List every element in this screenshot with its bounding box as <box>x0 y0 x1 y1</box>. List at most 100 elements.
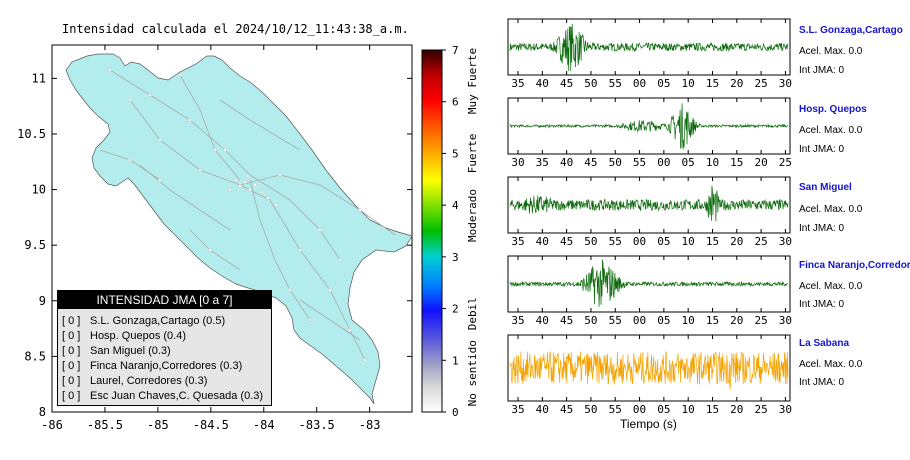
waveform-tick-label: 40 <box>536 314 549 327</box>
colorbar-gradient <box>421 49 443 413</box>
time-axis-label: Tiempo (s) <box>620 417 677 431</box>
waveform-panels: 35 40 45 50 55 00 05 10 15 20 25 30 30 35 40 45 50 55 00 05… <box>507 18 792 416</box>
map-y-tick-label: 10 <box>32 183 46 197</box>
waveform-tick-label: 30 <box>779 314 792 327</box>
station-jma: Int JMA: 0 <box>799 223 845 234</box>
colorbar-category-label: No sentido <box>466 340 479 406</box>
waveform-tick-label: 50 <box>584 77 597 90</box>
map-y-tick-label: 9.5 <box>24 238 46 252</box>
colorbar-tick-label: 1 <box>452 354 459 367</box>
map-y-tick-label: 8.5 <box>24 349 46 363</box>
waveform-tick-label: 20 <box>730 314 743 327</box>
map-y-tick-label: 11 <box>32 71 46 85</box>
station-acel: Acel. Max. 0.0 <box>799 281 863 292</box>
waveform-tick-label: 30 <box>779 403 792 416</box>
waveform-tick-label: 30 <box>779 77 792 90</box>
legend-rows: [ 0 ] S.L. Gonzaga,Cartago (0.5) [ 0 ] Hos… <box>58 309 271 404</box>
legend-level: [ 0 ] <box>62 390 81 402</box>
colorbar-category-label: Fuerte <box>466 134 479 174</box>
waveform-tick-label: 30 <box>511 156 524 169</box>
waveform-tick-label: 20 <box>730 235 743 248</box>
waveform-tick-label: 45 <box>584 156 597 169</box>
map-y-tick-label: 8 <box>39 405 46 419</box>
waveform-tick-label: 25 <box>754 403 767 416</box>
waveform-tick-label: 45 <box>560 314 573 327</box>
legend-row: [ 0 ] Finca Naranjo,Corredores (0.3) <box>62 359 267 374</box>
waveform-tick-label: 50 <box>584 235 597 248</box>
map-marker <box>108 68 112 72</box>
waveform-tick-label: 00 <box>633 403 646 416</box>
map-x-tick-label: -86 <box>41 418 63 432</box>
waveform-tick-label: 20 <box>730 77 743 90</box>
map-x-tick-label: -83.5 <box>299 418 335 432</box>
legend-text: Finca Naranjo,Corredores (0.3) <box>90 360 243 372</box>
station-jma: Int JMA: 0 <box>799 65 845 76</box>
waveform-panel: 30 35 40 45 50 55 00 05 10 15 20 25 <box>507 97 792 169</box>
legend-level: [ 0 ] <box>62 330 81 342</box>
colorbar-tick-label: 3 <box>452 251 459 264</box>
legend-text: Hosp. Quepos (0.4) <box>90 330 186 342</box>
waveform-tick-label: 45 <box>560 403 573 416</box>
waveform-tick-label: 15 <box>706 77 719 90</box>
station-jma: Int JMA: 0 <box>799 299 845 310</box>
map-marker <box>158 138 162 142</box>
station-jma: Int JMA: 0 <box>799 144 845 155</box>
waveform-tick-label: 55 <box>609 77 622 90</box>
waveform-tick-label: 35 <box>536 156 549 169</box>
waveform-trace <box>509 351 789 390</box>
waveform-trace <box>509 103 789 150</box>
waveform-tick-label: 10 <box>682 77 695 90</box>
waveform-trace <box>509 23 789 72</box>
waveform-tick-label: 35 <box>511 403 524 416</box>
map-x-tick-label: -83 <box>359 418 381 432</box>
map-marker <box>298 248 302 252</box>
waveform-tick-label: 50 <box>609 156 622 169</box>
waveform-tick-label: 00 <box>633 314 646 327</box>
map-marker <box>274 203 278 207</box>
colorbar-category-label: Debil <box>466 297 479 330</box>
legend-text: Laurel, Corredores (0.3) <box>90 375 208 387</box>
waveform-tick-label: 05 <box>657 403 670 416</box>
costa-rica-land <box>65 53 413 405</box>
colorbar-tick-label: 4 <box>452 199 459 212</box>
waveform-tick-label: 05 <box>682 156 695 169</box>
waveform-tick-label: 55 <box>609 403 622 416</box>
station-name: Finca Naranjo,Corredores <box>799 260 910 271</box>
waveform-tick-label: 25 <box>754 314 767 327</box>
map-marker <box>223 148 227 152</box>
waveform-tick-label: 00 <box>633 77 646 90</box>
map-marker <box>213 148 217 152</box>
waveform-frame <box>507 334 791 402</box>
waveform-tick-label: 40 <box>536 235 549 248</box>
legend-text: San Miguel (0.3) <box>90 345 171 357</box>
waveform-tick-label: 10 <box>682 235 695 248</box>
waveform-trace <box>509 185 789 222</box>
waveform-tick-label: 45 <box>560 235 573 248</box>
map-marker <box>243 180 247 184</box>
legend-row: [ 0 ] Laurel, Corredores (0.3) <box>62 374 267 389</box>
map-marker <box>363 358 367 362</box>
map-marker <box>308 318 312 322</box>
map-marker <box>198 168 202 172</box>
colorbar-tick-label: 0 <box>452 406 459 419</box>
legend-row: [ 0 ] Hosp. Quepos (0.4) <box>62 329 267 344</box>
waveform-panel: 35 40 45 50 55 00 05 10 15 20 25 30 <box>507 334 792 416</box>
intensity-legend: INTENSIDAD JMA [0 a 7] [ 0 ] S.L. Gonzaga… <box>57 290 272 406</box>
map-marker <box>348 328 352 332</box>
legend-row: [ 0 ] Esc Juan Chaves,C. Quesada (0.3) <box>62 389 267 404</box>
map-marker <box>234 178 238 182</box>
waveform-tick-label: 35 <box>511 314 524 327</box>
map-marker <box>178 73 182 77</box>
waveform-tick-label: 15 <box>730 156 743 169</box>
legend-level: [ 0 ] <box>62 360 81 372</box>
legend-text: Esc Juan Chaves,C. Quesada (0.3) <box>90 390 264 402</box>
map-marker <box>248 188 252 192</box>
waveform-tick-label: 10 <box>706 156 719 169</box>
waveform-tick-label: 40 <box>536 403 549 416</box>
map-marker <box>148 93 152 97</box>
map-x-tick-label: -84.5 <box>193 418 229 432</box>
map-marker <box>278 173 282 177</box>
map-marker <box>128 158 132 162</box>
map-x-tick-label: -84 <box>253 418 275 432</box>
map-x-tick-label: -85.5 <box>87 418 123 432</box>
